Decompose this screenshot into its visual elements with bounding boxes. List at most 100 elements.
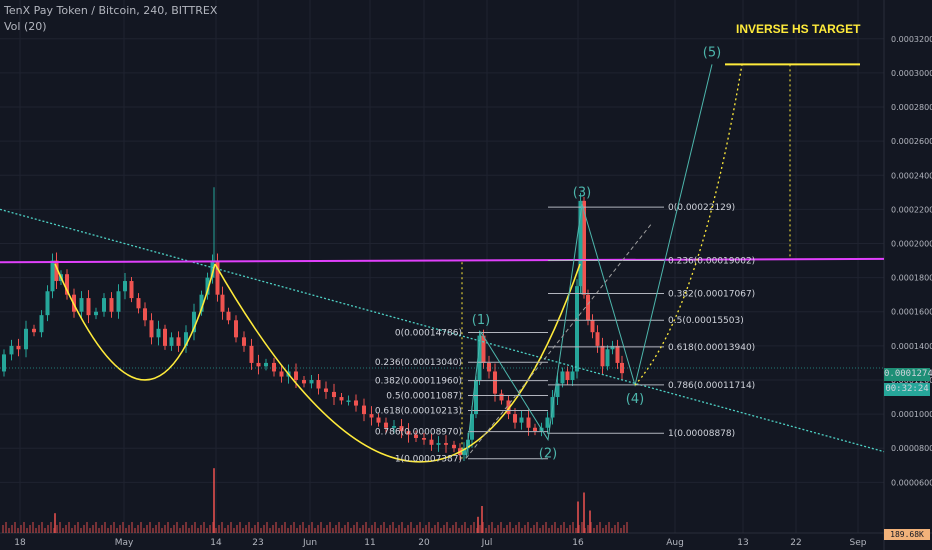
volume-bar: [413, 528, 415, 533]
candle-body: [414, 434, 418, 438]
candle-body: [156, 328, 161, 338]
candle-body: [545, 417, 550, 428]
candle-body: [392, 426, 396, 428]
elliott-wave-label: (1): [472, 313, 490, 328]
x-tick-label: Aug: [666, 538, 684, 548]
volume-bar: [455, 522, 457, 533]
candle-body: [136, 298, 141, 309]
volume-bar: [449, 528, 451, 533]
volume-bar: [374, 522, 376, 533]
volume-bar: [545, 522, 547, 533]
volume-bar: [146, 525, 148, 533]
fib-level-label: 0.236(0.00019002): [668, 257, 755, 267]
fib-level-label: 0.382(0.00017067): [668, 290, 755, 300]
x-tick-label: May: [115, 538, 134, 548]
volume-bar: [137, 525, 139, 533]
volume-indicator-label[interactable]: Vol (20): [4, 20, 47, 33]
volume-bar: [113, 522, 115, 533]
candle-body: [499, 393, 504, 401]
volume-bar: [68, 522, 70, 533]
volume-bar: [158, 522, 160, 533]
volume-bar: [344, 525, 346, 533]
volume-bar: [431, 528, 433, 533]
volume-bar: [236, 525, 238, 533]
volume-bar: [599, 522, 601, 533]
volume-bar: [107, 528, 109, 533]
volume-bar: [437, 522, 439, 533]
candle-body: [176, 337, 181, 346]
candle-body: [595, 332, 600, 346]
volume-bar: [527, 522, 529, 533]
volume-bar: [29, 525, 31, 533]
x-tick-label: 11: [364, 538, 375, 548]
volume-bar: [83, 525, 85, 533]
volume-bar: [80, 528, 82, 533]
volume-bar: [557, 528, 559, 533]
candle-body: [54, 260, 59, 282]
volume-bar: [347, 522, 349, 533]
volume-bar: [170, 528, 172, 533]
volume-bar: [62, 528, 64, 533]
volume-bar: [554, 522, 556, 533]
volume-bar: [101, 525, 103, 533]
volume-bar: [230, 522, 232, 533]
volume-bar: [257, 522, 259, 533]
elliott-wave-label: (5): [703, 45, 721, 60]
candle-body: [578, 200, 583, 287]
projection-line: [465, 222, 653, 459]
volume-bar: [500, 522, 502, 533]
candle-body: [493, 371, 497, 394]
volume-bar: [440, 528, 442, 533]
volume-bar: [251, 528, 253, 533]
volume-bar: [578, 525, 580, 533]
volume-bar: [539, 528, 541, 533]
volume-bar: [461, 525, 463, 533]
volume-value-badge: 189.68K: [884, 529, 930, 540]
candle-body: [615, 345, 620, 363]
candle-body: [605, 349, 610, 367]
volume-bar: [293, 522, 295, 533]
volume-bar: [152, 528, 154, 533]
volume-bar: [275, 522, 277, 533]
volume-bar: [323, 528, 325, 533]
candle-body: [570, 371, 575, 380]
volume-bar: [20, 525, 22, 533]
volume-bar: [59, 522, 61, 533]
volume-bar: [581, 522, 583, 533]
volume-bar: [71, 528, 73, 533]
volume-bar: [65, 525, 67, 533]
volume-bar: [206, 528, 208, 533]
fib-level-label: 0.786(0.00011714): [668, 381, 755, 391]
volume-bar: [608, 522, 610, 533]
volume-bar: [476, 528, 478, 533]
candle-body: [242, 337, 246, 346]
volume-bar: [86, 522, 88, 533]
candle-body: [339, 397, 344, 401]
volume-bar: [95, 522, 97, 533]
candle-body: [376, 417, 381, 423]
volume-bar: [98, 528, 100, 533]
volume-bar: [239, 522, 241, 533]
volume-bar: [50, 522, 52, 533]
volume-bar: [614, 525, 616, 533]
volume-bar: [191, 525, 193, 533]
volume-bar: [509, 522, 511, 533]
volume-bar: [494, 528, 496, 533]
volume-bar: [482, 522, 484, 533]
volume-bar: [263, 525, 265, 533]
candle-body: [452, 444, 456, 449]
candle-body: [256, 362, 261, 367]
volume-bar: [577, 501, 579, 533]
volume-bar: [626, 522, 628, 533]
volume-bar: [54, 513, 56, 533]
volume-bar: [524, 525, 526, 533]
volume-bar: [89, 528, 91, 533]
volume-bar: [506, 525, 508, 533]
volume-bar: [602, 528, 604, 533]
candle-body: [429, 439, 434, 445]
volume-bar: [248, 522, 250, 533]
